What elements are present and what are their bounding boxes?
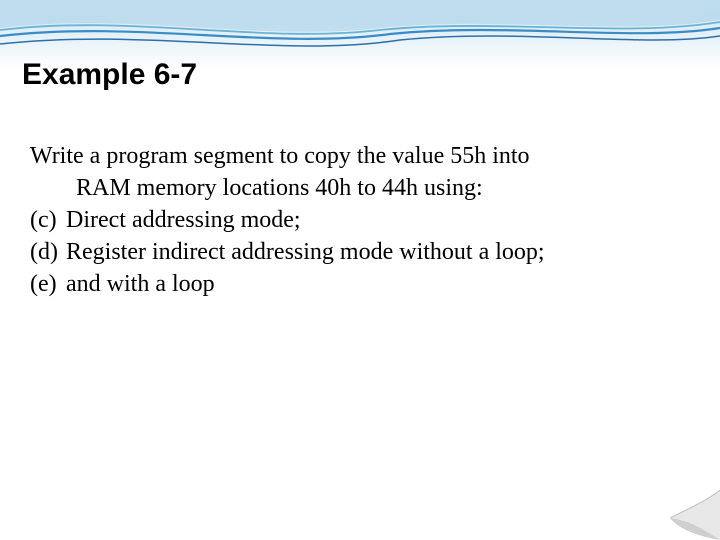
option-row: (e)and with a loop	[30, 268, 670, 300]
question-stem-line1: Write a program segment to copy the valu…	[30, 140, 670, 172]
option-label: (d)	[30, 236, 66, 268]
slide-body: Write a program segment to copy the valu…	[30, 140, 670, 300]
option-text: Register indirect addressing mode withou…	[66, 239, 545, 265]
option-text: and with a loop	[66, 271, 215, 297]
option-label: (e)	[30, 268, 66, 300]
question-stem-line2: RAM memory locations 40h to 44h using:	[76, 172, 670, 204]
option-label: (c)	[30, 204, 66, 236]
option-row: (d)Register indirect addressing mode wit…	[30, 236, 670, 268]
option-row: (c)Direct addressing mode;	[30, 204, 670, 236]
slide-title: Example 6-7	[22, 58, 197, 92]
page-curl-icon	[660, 490, 720, 540]
option-text: Direct addressing mode;	[66, 207, 301, 233]
